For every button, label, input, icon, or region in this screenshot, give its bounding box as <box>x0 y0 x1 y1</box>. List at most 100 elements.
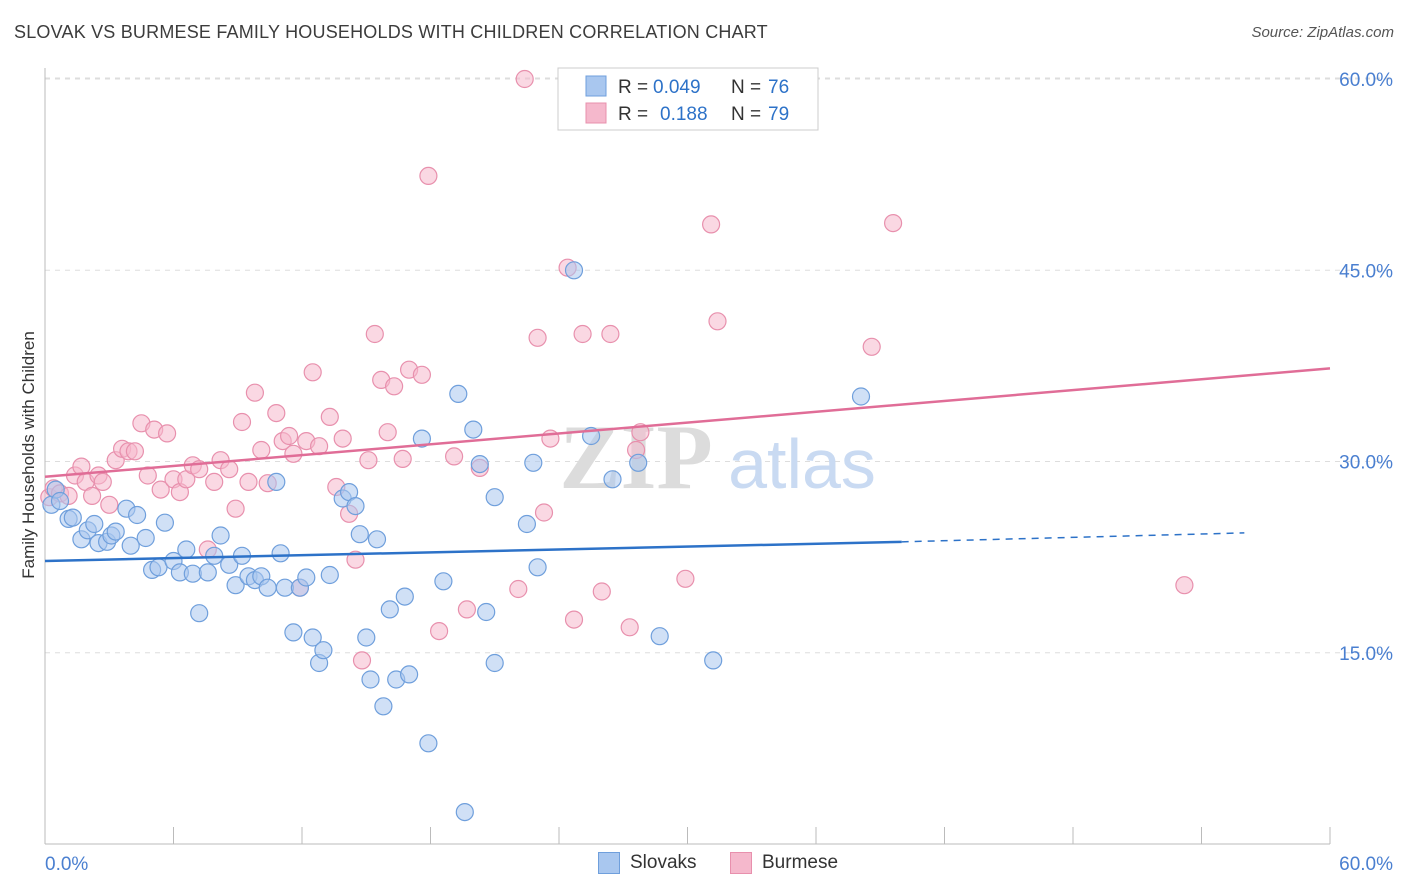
burmese-point <box>352 651 372 670</box>
slovaks-point <box>517 514 537 534</box>
series-legend: Slovaks Burmese <box>0 852 1406 878</box>
axes <box>44 68 1331 845</box>
slovaks-point <box>434 572 453 591</box>
burmese-point <box>515 69 534 89</box>
burmese-point <box>883 214 903 233</box>
stats-r-label-burmese: R = <box>618 104 648 125</box>
burmese-point <box>412 365 431 384</box>
burmese-point <box>430 621 449 641</box>
chart-title: SLOVAK VS BURMESE FAMILY HOUSEHOLDS WITH… <box>14 22 768 42</box>
slovaks-point <box>267 472 286 491</box>
y-tick-label: 30.0% <box>1339 453 1393 474</box>
legend-item-slovaks: Slovaks <box>598 852 697 874</box>
slovaks-point <box>177 540 196 559</box>
burmese-point <box>333 429 352 448</box>
burmese-point <box>151 480 170 499</box>
slovaks-point <box>704 651 723 670</box>
slovaks-point <box>314 641 333 660</box>
legend-label-burmese: Burmese <box>762 852 839 873</box>
stats-legend: R = 0.049 N = 76 R = 0.188 N = 79 <box>557 67 819 131</box>
slovaks-point <box>374 697 393 716</box>
slovaks-point <box>650 627 669 646</box>
slovaks-point <box>477 602 496 622</box>
slovaks-point <box>190 604 209 623</box>
source-credit: Source: ZipAtlas.com <box>1251 24 1394 41</box>
burmese-point <box>419 166 438 185</box>
burmese-point <box>378 423 397 442</box>
slovaks-point <box>63 508 82 527</box>
slovaks-point <box>851 387 871 406</box>
stats-r-value-burmese: 0.188 <box>660 104 708 125</box>
burmese-point <box>701 215 721 234</box>
burmese-point <box>862 337 881 356</box>
stats-legend-swatch-slovaks <box>585 75 607 97</box>
stats-r-label-slovaks: R = <box>618 77 648 98</box>
burmese-point <box>346 550 365 569</box>
slovaks-point <box>211 526 230 545</box>
y-axis-label: Family Households with Children <box>19 331 38 579</box>
stats-n-value-slovaks: 76 <box>768 77 789 98</box>
burmese-point <box>205 472 224 491</box>
burmese-point <box>93 472 112 491</box>
burmese-point <box>564 610 584 629</box>
slovaks-point <box>136 528 155 548</box>
x-tick-label-min: 0.0% <box>45 854 88 875</box>
slovaks-point <box>395 587 414 606</box>
burmese-trend-line <box>44 367 1331 479</box>
slovaks-point <box>603 470 622 489</box>
slovaks-point <box>198 563 217 582</box>
stats-r-value-slovaks: 0.049 <box>653 77 701 98</box>
burmese-point <box>601 324 620 344</box>
slovaks-point <box>400 665 419 684</box>
burmese-point <box>125 442 144 461</box>
stats-n-label-slovaks: N = <box>731 77 761 98</box>
burmese-point <box>82 486 102 505</box>
burmese-point <box>393 449 412 468</box>
x-tick-labels: 0.0% 60.0% <box>45 854 1393 875</box>
slovaks-point <box>419 734 438 753</box>
burmese-point <box>534 503 554 522</box>
slovaks-point <box>361 670 380 689</box>
slovaks-point <box>284 623 303 642</box>
burmese-point <box>620 618 639 637</box>
slovaks-point <box>85 514 104 534</box>
legend-swatch-slovaks <box>598 852 620 874</box>
slovaks-point <box>524 453 543 472</box>
burmese-point <box>676 569 695 588</box>
y-tick-label: 60.0% <box>1339 70 1393 91</box>
legend-item-burmese: Burmese <box>730 852 838 874</box>
slovaks-point <box>357 628 376 647</box>
slovaks-point <box>271 544 290 563</box>
burmese-point <box>457 600 476 619</box>
legend-label-slovaks: Slovaks <box>630 852 697 873</box>
slovaks-point <box>106 522 125 541</box>
y-tick-label: 45.0% <box>1339 261 1393 282</box>
burmese-point <box>100 495 119 514</box>
burmese-point <box>158 424 177 443</box>
burmese-point <box>359 451 378 470</box>
y-tick-label: 15.0% <box>1339 644 1393 665</box>
burmese-point <box>509 579 528 599</box>
slovaks-point <box>155 513 174 532</box>
gridlines <box>45 77 1392 654</box>
slovaks-point <box>50 491 70 511</box>
burmese-point <box>528 328 547 347</box>
burmese-point <box>239 472 258 491</box>
burmese-point <box>267 404 286 423</box>
slovaks-point <box>350 525 369 544</box>
burmese-point <box>592 582 611 601</box>
stats-legend-swatch-burmese <box>585 102 607 124</box>
slovaks-point <box>564 261 584 280</box>
slovaks-point <box>297 568 316 587</box>
slovaks-point <box>380 600 399 619</box>
slovaks-point <box>346 497 365 516</box>
burmese-point <box>303 363 322 382</box>
slovaks-point <box>320 565 339 585</box>
burmese-point <box>708 312 727 331</box>
slovaks-trend-extension <box>901 532 1245 543</box>
burmese-point <box>320 407 339 426</box>
slovaks-point <box>226 576 245 595</box>
burmese-point <box>232 412 252 432</box>
burmese-point <box>220 460 239 479</box>
